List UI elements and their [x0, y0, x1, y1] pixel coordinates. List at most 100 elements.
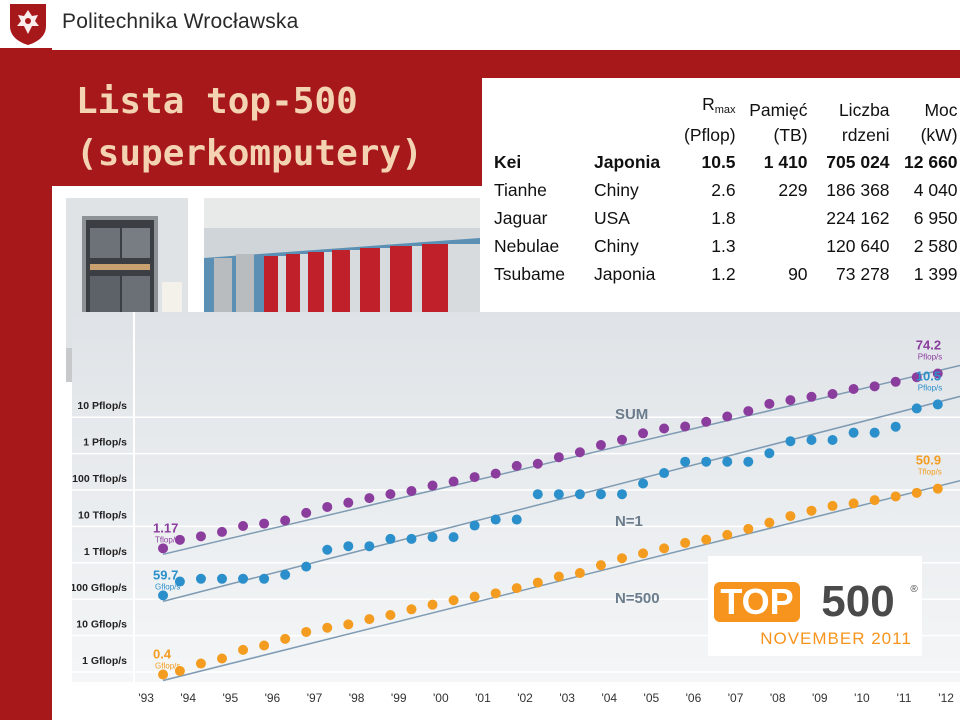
data-point	[532, 458, 543, 469]
cell-country: Chiny	[594, 180, 639, 200]
table-row: Tsubame Japonia 1.2 90 73 278 1 399	[494, 260, 958, 288]
data-point	[427, 599, 438, 610]
university-name: Politechnika Wrocławska	[62, 10, 299, 33]
x-tick-label: '94	[180, 691, 196, 705]
x-tick-label: '97	[307, 691, 323, 705]
data-point	[511, 460, 522, 471]
data-point	[195, 573, 206, 584]
y-tick-label: 100 Tflop/s	[72, 473, 127, 485]
series-end-unit: Pflop/s	[918, 383, 942, 392]
data-point	[301, 507, 312, 518]
slide-title: Lista top-500 (superkomputery)	[76, 76, 423, 180]
cell-rmax: 1.8	[711, 208, 736, 228]
series-start-unit: Gflop/s	[155, 582, 180, 591]
data-point	[532, 577, 543, 588]
cell-power: 1 399	[913, 264, 958, 284]
data-point	[743, 406, 754, 417]
data-point	[595, 489, 606, 500]
data-point	[932, 399, 943, 410]
data-point	[785, 436, 796, 447]
data-point	[280, 515, 291, 526]
slide-title-line1: Lista top-500	[76, 81, 358, 122]
university-crest-icon	[10, 4, 46, 45]
x-tick-label: '95	[222, 691, 238, 705]
data-point	[174, 534, 185, 545]
data-point	[785, 395, 796, 406]
data-point	[932, 483, 943, 494]
table-row: Jaguar USA 1.8 224 162 6 950	[494, 204, 958, 232]
data-point	[511, 514, 522, 525]
x-tick-label: '06	[686, 691, 702, 705]
series-start-unit: Tflop/s	[155, 535, 179, 544]
data-point	[680, 421, 691, 432]
data-point	[158, 543, 169, 554]
data-point	[806, 391, 817, 402]
data-point	[490, 468, 501, 479]
data-point	[406, 533, 417, 544]
data-point	[869, 495, 880, 506]
cell-name: Kei	[494, 152, 522, 172]
data-point	[280, 569, 291, 580]
data-point	[322, 544, 333, 555]
data-point	[764, 448, 775, 459]
data-point	[617, 489, 627, 500]
series-end-unit: Tflop/s	[918, 468, 942, 477]
data-point	[617, 434, 627, 445]
data-point	[385, 489, 396, 500]
x-tick-label: '03	[559, 691, 575, 705]
data-point	[174, 576, 185, 587]
cell-power: 12 660	[904, 152, 958, 172]
series-end-value: 74.2	[916, 338, 941, 353]
header-cores: Liczba	[838, 100, 890, 120]
header-rmax-unit: (Pflop)	[684, 125, 736, 145]
data-point	[848, 427, 859, 438]
x-tick-label: '07	[728, 691, 744, 705]
y-tick-label: 100 Gflop/s	[72, 582, 127, 594]
logo-registered-mark: ®	[910, 584, 918, 595]
header-memory-unit: (TB)	[773, 125, 808, 145]
data-point	[701, 534, 712, 545]
header-power-unit: (kW)	[920, 125, 958, 145]
data-point	[638, 548, 649, 559]
data-point	[158, 590, 169, 601]
logo-top-text: TOP	[720, 581, 793, 622]
data-point	[785, 511, 796, 522]
x-tick-label: '99	[391, 691, 407, 705]
data-point	[385, 610, 396, 621]
data-point	[259, 573, 270, 584]
cell-rmax: 1.2	[711, 264, 736, 284]
series-end-unit: Pflop/s	[918, 353, 942, 362]
data-point	[553, 489, 564, 500]
y-tick-label: 1 Gflop/s	[82, 655, 127, 667]
cell-country: USA	[594, 208, 630, 228]
data-point	[806, 505, 817, 516]
y-tick-label: 1 Pflop/s	[83, 437, 127, 449]
data-point	[680, 456, 691, 467]
cell-cores: 705 024	[826, 152, 890, 172]
data-point	[364, 541, 375, 552]
series-end-value: 10.5	[916, 368, 941, 383]
cell-power: 2 580	[913, 236, 958, 256]
left-red-strip	[0, 48, 52, 720]
table-header-row-2: (Pflop) (TB) rdzeni (kW)	[494, 123, 958, 148]
series-name-label: N=500	[615, 590, 660, 607]
data-point	[553, 571, 564, 582]
cell-cores: 73 278	[836, 264, 890, 284]
cell-power: 4 040	[913, 180, 958, 200]
data-point	[469, 520, 480, 531]
y-tick-label: 10 Tflop/s	[78, 509, 127, 521]
data-point	[280, 633, 291, 644]
data-point	[174, 665, 185, 676]
table-row: Tianhe Chiny 2.6 229 186 368 4 040	[494, 176, 958, 204]
cell-rmax: 10.5	[701, 152, 736, 172]
cell-country: Japonia	[594, 264, 656, 284]
x-tick-label: '02	[517, 691, 533, 705]
data-point	[890, 376, 901, 387]
x-tick-label: '05	[644, 691, 660, 705]
x-tick-label: '10	[854, 691, 870, 705]
series-start-value: 0.4	[153, 646, 172, 661]
data-point	[806, 435, 817, 446]
data-point	[217, 526, 227, 537]
data-point	[532, 489, 543, 500]
series-end-value: 50.9	[916, 453, 941, 468]
